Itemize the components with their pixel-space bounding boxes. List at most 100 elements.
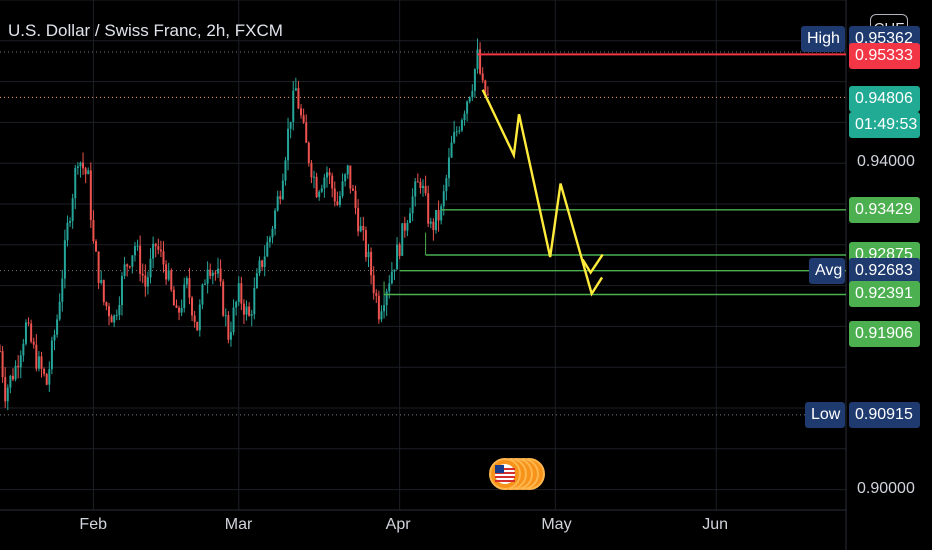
candle-body — [307, 142, 310, 163]
avg-value-label: 0.92683 — [849, 257, 920, 284]
candle-body — [209, 269, 212, 276]
candle-body — [162, 251, 165, 265]
us-flag-stripe — [495, 472, 515, 474]
candle-body — [204, 283, 207, 285]
candle-body — [328, 172, 331, 176]
candle-body — [9, 375, 12, 388]
candle-body — [126, 264, 129, 267]
low-value-label: 0.90915 — [849, 401, 920, 428]
candle-body — [318, 191, 321, 198]
candle-body — [191, 297, 194, 316]
candle-body — [113, 315, 116, 323]
candle-body — [102, 280, 105, 303]
candle-body — [471, 90, 474, 98]
current-price-label: 0.94806 — [849, 86, 920, 113]
candle-body — [479, 49, 482, 74]
candle-body — [136, 245, 139, 247]
candle-body — [388, 283, 391, 292]
candle-body — [175, 305, 178, 308]
candle-body — [416, 181, 419, 183]
candle-body — [419, 181, 422, 188]
candle-body — [458, 130, 461, 132]
candle-body — [274, 210, 277, 229]
candle-body — [344, 174, 347, 182]
candle-body — [468, 97, 471, 102]
candle-body — [196, 321, 199, 331]
candle-body — [53, 334, 56, 341]
candle-body — [222, 281, 225, 316]
candle-body — [118, 304, 121, 315]
candle-body — [157, 246, 160, 250]
candle-body — [1, 351, 4, 378]
support-label-4: 0.91906 — [849, 321, 920, 348]
us-flag-canton — [495, 465, 504, 473]
candle-body — [383, 305, 386, 312]
candle-body — [71, 198, 74, 221]
candle-body — [313, 176, 316, 178]
candle-body — [159, 249, 162, 252]
us-flag-stripe — [495, 480, 515, 482]
candle-body — [43, 368, 46, 374]
candle-body — [188, 278, 191, 298]
candle-body — [92, 220, 95, 242]
candle-body — [367, 251, 370, 258]
candle-body — [486, 93, 489, 95]
countdown-label: 01:49:53 — [849, 112, 920, 139]
candle-body — [97, 251, 100, 283]
candle-body — [235, 302, 238, 308]
candle-body — [79, 162, 82, 167]
candle-body — [481, 73, 484, 81]
candle-body — [455, 131, 458, 133]
candle-body — [149, 258, 152, 278]
candle-body — [69, 220, 72, 223]
candle-body — [434, 210, 437, 231]
candle-body — [263, 256, 266, 267]
candle-body — [411, 196, 414, 214]
candle-body — [300, 108, 303, 116]
candle-body — [445, 178, 448, 192]
candle-body — [120, 276, 123, 305]
candle-body — [240, 283, 243, 304]
candle-body — [268, 237, 271, 243]
candle-body — [484, 80, 487, 94]
candle-body — [63, 240, 66, 279]
candle-body — [305, 122, 308, 143]
candle-body — [341, 181, 344, 196]
candle-body — [165, 264, 168, 280]
candle-body — [115, 314, 118, 316]
candle-body — [393, 269, 396, 272]
candle-body — [105, 302, 108, 307]
candle-body — [87, 170, 90, 175]
low-label: Low — [805, 401, 845, 428]
candle-body — [323, 177, 326, 189]
candle-body — [219, 268, 222, 282]
red-level-label: 0.95333 — [849, 43, 920, 70]
candle-body — [152, 243, 155, 259]
candle-body — [476, 49, 479, 70]
candle-body — [6, 387, 9, 402]
candle-body — [250, 314, 253, 316]
candle-body — [385, 291, 388, 306]
candle-body — [297, 88, 300, 109]
avg-label: Avg — [809, 257, 845, 284]
candle-body — [24, 322, 27, 344]
candle-body — [424, 185, 427, 194]
candle-body — [380, 311, 383, 320]
candle-body — [198, 304, 201, 331]
candle-body — [17, 365, 20, 368]
candle-body — [398, 244, 401, 256]
x-tick-label: Apr — [385, 516, 411, 533]
candle-body — [414, 181, 417, 197]
candle-body — [276, 196, 279, 211]
candle-body — [100, 280, 103, 283]
candle-body — [281, 180, 284, 200]
candle-body — [40, 356, 43, 369]
candle-body — [180, 308, 183, 313]
candle-body — [325, 172, 328, 178]
candle-body — [422, 185, 424, 188]
candle-body — [409, 213, 412, 223]
x-tick-label: Jun — [702, 516, 729, 533]
candle-body — [133, 246, 136, 256]
candle-body — [185, 278, 188, 285]
